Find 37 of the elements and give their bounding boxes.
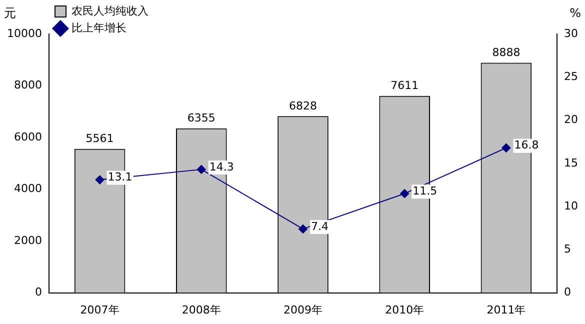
y2-tick-label: 5 (564, 242, 572, 256)
x-tick-label: 2010年 (385, 303, 424, 316)
y2-tick-label: 30 (564, 26, 578, 40)
y-tick-label: 2000 (14, 234, 42, 247)
point (298, 224, 308, 234)
y-tick-label: 6000 (14, 130, 42, 144)
data-label: 8888 (492, 46, 520, 60)
data-label: 14.3 (209, 160, 234, 174)
y2-tick-label: 0 (564, 286, 572, 299)
y-tick-label: 10000 (6, 26, 42, 40)
data-label: 13.1 (108, 170, 132, 184)
y-tick-label: 8000 (14, 78, 42, 92)
data-label: 6355 (187, 112, 216, 125)
y-axis-title: 元 (4, 6, 16, 20)
y2-tick-label: 15 (564, 156, 578, 170)
point (196, 164, 206, 174)
data-label: 6828 (289, 99, 317, 112)
y2-tick-label: 20 (564, 113, 578, 126)
x-tick-label: 2011年 (486, 303, 526, 316)
x-tick-label: 2007年 (80, 303, 120, 316)
point (95, 175, 104, 184)
y2-axis-title: % (570, 6, 581, 20)
y2-tick-label: 25 (564, 70, 578, 83)
legend-label: 比上年增长 (71, 21, 126, 34)
x-tick-label: 2008年 (182, 303, 221, 316)
legend-label: 农民人均纯收入 (71, 4, 148, 18)
data-label: 11.5 (412, 184, 438, 198)
point (502, 143, 511, 152)
y-tick-label: 4000 (14, 182, 42, 196)
data-label: 7.4 (311, 220, 328, 233)
data-label: 7611 (390, 79, 419, 92)
point (400, 189, 410, 198)
x-tick-label: 2009年 (284, 303, 322, 316)
data-label: 5561 (86, 132, 114, 146)
y-tick-label: 0 (34, 286, 42, 299)
y2-tick-label: 10 (564, 199, 578, 212)
data-label: 16.8 (514, 138, 539, 152)
